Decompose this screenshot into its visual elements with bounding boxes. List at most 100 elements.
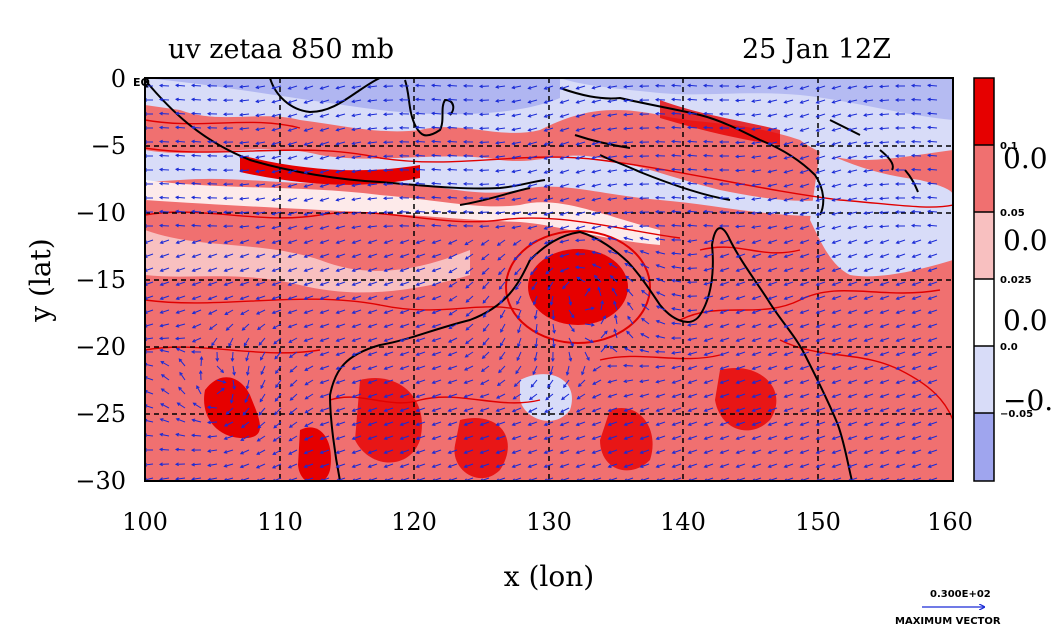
wind-vector-head [831,226,836,230]
wind-vector-head [527,225,532,230]
wind-vector-head [654,139,659,144]
wind-vector-head [559,239,564,244]
wind-vector-head [670,336,675,340]
wind-vector [256,183,266,187]
wind-vector [274,393,282,402]
wind-vector-head [751,127,756,131]
wind-vector-head [527,211,532,216]
wind-vector-head [895,394,900,398]
wind-vector [400,239,410,244]
wind-vector [415,84,426,87]
wind-vector-head [575,265,580,270]
wind-vector [480,407,490,412]
wind-vector [624,347,634,353]
wind-vector [175,168,186,171]
wind-vector [304,337,314,342]
wind-vector [848,295,858,300]
wind-vector [656,305,666,311]
wind-vector [832,85,842,90]
wind-vector-head [383,436,388,440]
wind-vector-head [895,282,900,286]
wind-vector [896,253,906,258]
wind-vector-head [414,223,419,228]
x-tick-label: 130 [526,508,572,536]
wind-vector-head [670,111,675,116]
wind-vector-head [910,195,915,200]
wind-vector [687,112,698,115]
wind-vector [256,295,266,300]
wind-vector-head [735,394,740,398]
wind-vector-head [258,341,263,346]
wind-vector-head [799,366,804,370]
wind-vector [593,365,602,372]
wind-vector-head [863,85,868,89]
wind-vector [544,85,554,90]
wind-vector [449,281,458,288]
wind-vector-head [382,210,387,215]
wind-vector-head [686,125,691,130]
wind-vector-head [831,282,836,286]
wind-vector-head [719,394,724,398]
wind-vector [720,253,730,258]
wind-vector-head [239,154,244,159]
wind-vector [496,463,506,468]
wind-vector [191,112,202,115]
wind-vector [784,113,794,118]
wind-vector [687,253,698,256]
wind-vector [159,154,170,157]
wind-vector-head [550,358,555,363]
wind-vector-head [926,111,931,116]
wind-vector [160,349,170,353]
wind-vector-head [815,352,820,356]
wind-vector [623,155,634,158]
wind-vector [752,435,762,440]
wind-vector-head [190,139,195,144]
wind-vector [256,463,266,469]
wind-vector [752,169,762,172]
wind-vector-head [894,154,899,158]
wind-vector [784,253,794,258]
wind-vector-head [623,436,628,440]
wind-vector [687,224,698,227]
wind-vector [272,155,282,159]
wind-vector [176,295,186,300]
wind-vector [191,84,202,87]
wind-vector-head [799,142,804,146]
wind-vector [175,196,186,199]
wind-vector-head [623,464,628,468]
wind-vector [480,421,490,426]
wind-vector [191,196,202,199]
wind-vector [272,295,282,300]
wind-vector [576,197,586,202]
wind-vector [640,263,650,269]
wind-vector-head [208,326,213,330]
wind-vector-head [655,464,660,468]
wind-vector-head [351,197,356,202]
wind-vector-head [815,254,820,258]
wind-vector [368,449,378,454]
wind-vector [627,316,634,325]
wind-vector [784,183,794,188]
wind-vector-head [287,254,292,258]
wind-vector [304,253,314,258]
wind-vector-head [719,380,724,384]
wind-vector [880,365,890,370]
wind-vector [576,421,586,426]
wind-vector-head [815,380,820,384]
wind-vector-head [878,210,883,215]
wind-vector [597,287,602,297]
wind-vector-head [623,347,628,351]
wind-vector-head [547,384,551,389]
wind-vector [672,365,682,369]
wind-vector-head [528,241,533,246]
wind-vector [864,463,874,468]
wind-vector [547,379,554,388]
wind-vector [449,309,458,316]
wind-vector-head [511,141,516,146]
wind-vector-head [160,361,165,365]
wind-vector-head [927,422,932,426]
wind-vector-head [751,352,756,356]
wind-vector-head [847,85,852,90]
wind-vector-head [498,369,502,374]
wind-vector-head [221,387,225,392]
